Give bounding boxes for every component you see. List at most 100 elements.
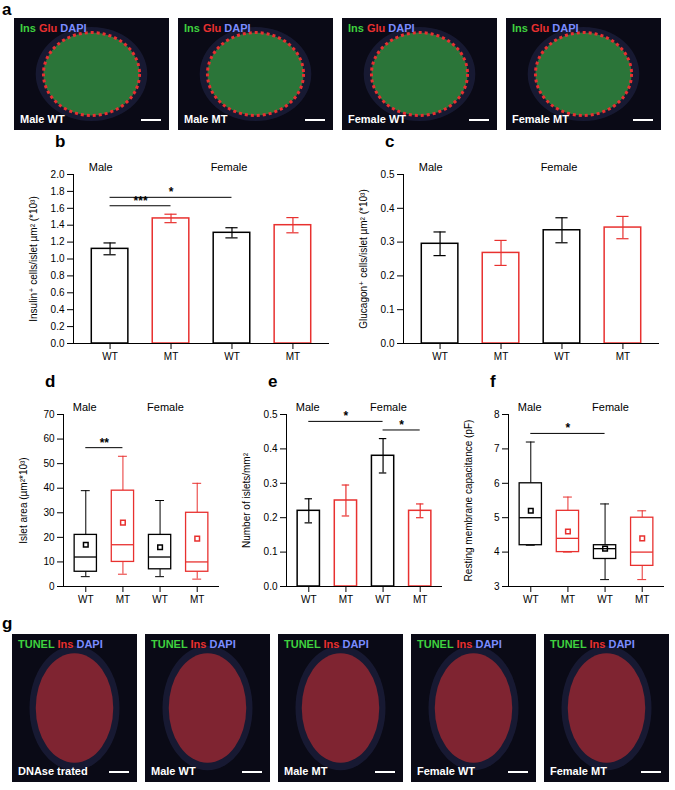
svg-text:50: 50 (43, 458, 55, 469)
svg-text:*: * (399, 418, 404, 432)
svg-text:Male: Male (419, 161, 443, 173)
svg-text:Ins Glu DAPI: Ins Glu DAPI (512, 22, 579, 34)
svg-text:Female WT: Female WT (417, 765, 475, 777)
svg-text:MT: MT (164, 351, 178, 362)
svg-text:Male MT: Male MT (284, 765, 328, 777)
svg-text:MT: MT (116, 594, 130, 605)
svg-text:0.2: 0.2 (51, 321, 65, 332)
svg-text:**: ** (100, 436, 110, 450)
svg-text:WT: WT (432, 351, 448, 362)
svg-text:0.1: 0.1 (381, 304, 395, 315)
svg-text:0.3: 0.3 (381, 236, 395, 247)
svg-text:TUNEL Ins DAPI: TUNEL Ins DAPI (18, 638, 103, 650)
svg-text:WT: WT (554, 351, 570, 362)
svg-text:Islet area (µm²*10³): Islet area (µm²*10³) (18, 457, 29, 543)
svg-text:WT: WT (224, 351, 240, 362)
svg-text:Ins Glu DAPI: Ins Glu DAPI (348, 22, 415, 34)
svg-text:1.6: 1.6 (51, 203, 65, 214)
svg-text:***: *** (134, 194, 148, 208)
svg-text:7: 7 (494, 443, 500, 454)
svg-text:WT: WT (301, 594, 317, 605)
svg-text:30: 30 (43, 507, 55, 518)
svg-text:20: 20 (43, 532, 55, 543)
svg-text:1.0: 1.0 (51, 253, 65, 264)
svg-text:*: * (566, 421, 571, 435)
svg-text:Ins Glu DAPI: Ins Glu DAPI (184, 22, 251, 34)
svg-text:0: 0 (49, 581, 55, 592)
svg-text:Insulin⁺ cells/islet µm² (*10³: Insulin⁺ cells/islet µm² (*10³) (28, 196, 39, 322)
svg-text:Female MT: Female MT (550, 765, 607, 777)
svg-text:Male: Male (89, 161, 113, 173)
svg-text:WT: WT (152, 594, 168, 605)
svg-text:0.4: 0.4 (51, 304, 65, 315)
svg-text:6: 6 (494, 478, 500, 489)
html-text:a: a (2, 0, 12, 19)
svg-text:Female: Female (147, 401, 184, 413)
svg-text:0.4: 0.4 (264, 443, 278, 454)
svg-text:Male WT: Male WT (151, 765, 196, 777)
svg-text:0.2: 0.2 (381, 270, 395, 281)
svg-text:1.4: 1.4 (51, 219, 65, 230)
svg-text:0.5: 0.5 (381, 169, 395, 180)
svg-text:0.6: 0.6 (51, 287, 65, 298)
svg-text:MT: MT (616, 351, 630, 362)
svg-text:1.8: 1.8 (51, 186, 65, 197)
svg-text:4: 4 (494, 546, 500, 557)
svg-text:WT: WT (597, 594, 613, 605)
svg-text:0.0: 0.0 (51, 338, 65, 349)
svg-text:Glucagon⁺ cells/islet µm² (*10: Glucagon⁺ cells/islet µm² (*10³) (358, 189, 369, 328)
svg-text:Female: Female (211, 161, 248, 173)
svg-text:Female: Female (592, 401, 629, 413)
svg-text:MT: MT (190, 594, 204, 605)
svg-text:0.0: 0.0 (264, 581, 278, 592)
svg-text:DNAse trated: DNAse trated (18, 765, 88, 777)
html-text:b: b (55, 132, 66, 151)
svg-text:Male WT: Male WT (20, 113, 65, 125)
svg-text:0.1: 0.1 (264, 546, 278, 557)
svg-text:MT: MT (413, 594, 427, 605)
svg-text:MT: MT (635, 594, 649, 605)
svg-text:Male: Male (518, 401, 542, 413)
svg-text:5: 5 (494, 512, 500, 523)
svg-text:Resting membrane capacitance (: Resting membrane capacitance (pF) (463, 420, 474, 582)
svg-text:MT: MT (339, 594, 353, 605)
svg-text:0.5: 0.5 (264, 409, 278, 420)
svg-text:70: 70 (43, 409, 55, 420)
svg-text:0.2: 0.2 (264, 512, 278, 523)
svg-text:MT: MT (494, 351, 508, 362)
svg-text:0.0: 0.0 (381, 338, 395, 349)
svg-text:*: * (169, 185, 174, 199)
svg-text:WT: WT (102, 351, 118, 362)
svg-text:2.0: 2.0 (51, 169, 65, 180)
svg-text:Female: Female (541, 161, 578, 173)
svg-text:8: 8 (494, 409, 500, 420)
svg-text:WT: WT (523, 594, 539, 605)
svg-text:Number of islets/mm²: Number of islets/mm² (241, 452, 252, 548)
svg-text:1.2: 1.2 (51, 236, 65, 247)
svg-text:3: 3 (494, 581, 500, 592)
svg-text:*: * (344, 409, 349, 423)
svg-text:TUNEL Ins DAPI: TUNEL Ins DAPI (550, 638, 635, 650)
svg-text:40: 40 (43, 482, 55, 493)
svg-text:Female MT: Female MT (512, 113, 569, 125)
svg-text:Male: Male (296, 401, 320, 413)
svg-text:MT: MT (561, 594, 575, 605)
svg-text:TUNEL Ins DAPI: TUNEL Ins DAPI (284, 638, 369, 650)
svg-text:WT: WT (78, 594, 94, 605)
svg-text:0.3: 0.3 (264, 478, 278, 489)
svg-text:10: 10 (43, 556, 55, 567)
svg-text:Female: Female (370, 401, 407, 413)
svg-text:Male: Male (73, 401, 97, 413)
svg-text:TUNEL Ins DAPI: TUNEL Ins DAPI (151, 638, 236, 650)
svg-text:0.4: 0.4 (381, 203, 395, 214)
svg-text:TUNEL Ins DAPI: TUNEL Ins DAPI (417, 638, 502, 650)
svg-text:WT: WT (375, 594, 391, 605)
html-text:d: d (45, 372, 56, 391)
svg-text:Male MT: Male MT (184, 113, 228, 125)
svg-text:Female WT: Female WT (348, 113, 406, 125)
svg-text:60: 60 (43, 433, 55, 444)
svg-text:MT: MT (286, 351, 300, 362)
svg-text:Ins Glu DAPI: Ins Glu DAPI (20, 22, 87, 34)
html-text:g: g (2, 614, 13, 633)
svg-text:0.8: 0.8 (51, 270, 65, 281)
